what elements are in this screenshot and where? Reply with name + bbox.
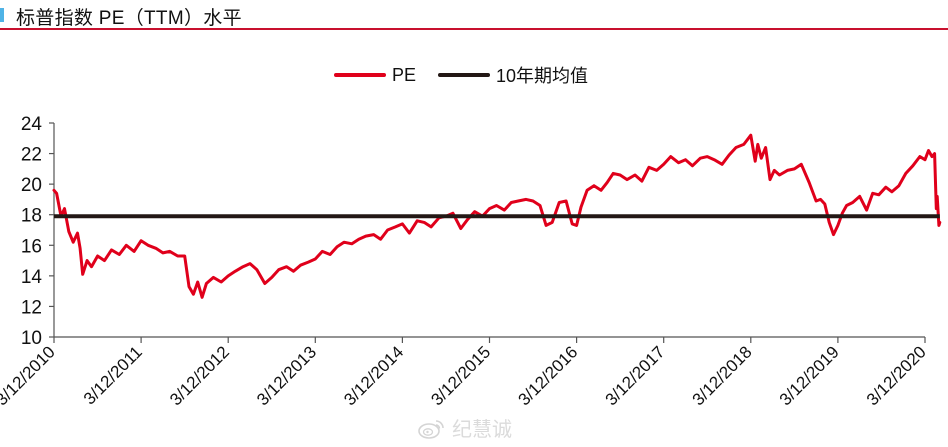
y-tick-label: 24 (21, 114, 43, 135)
series-layer (52, 133, 942, 299)
weibo-icon (418, 419, 444, 439)
y-tick-label: 18 (21, 206, 42, 227)
x-axis: 3/12/2010 3/12/2011 3/12/2012 3/12/2013 3/12… (0, 336, 930, 409)
x-tick-label: 3/12/2019 (776, 342, 843, 409)
title-bar: 标普指数 PE（TTM）水平 (0, 0, 948, 30)
title-marker (0, 8, 4, 22)
legend-item-pe: PE (334, 65, 416, 86)
pe-line (52, 133, 942, 299)
legend-swatch-10yr-avg (438, 73, 491, 77)
x-tick-label: 3/12/2016 (515, 342, 582, 409)
y-axis: 10 12 14 16 18 20 22 24 (21, 114, 55, 349)
legend: PE 10年期均值 (334, 62, 610, 88)
x-tick-label: 3/12/2017 (602, 342, 669, 409)
y-tick-label: 10 (21, 328, 42, 349)
x-tick-label: 3/12/2018 (689, 342, 756, 409)
legend-item-10yr-avg: 10年期均值 (438, 62, 588, 88)
x-tick-label: 3/12/2012 (166, 342, 233, 409)
x-tick-label: 3/12/2010 (0, 342, 59, 409)
x-tick-label: 3/12/2013 (253, 342, 320, 409)
watermark-text: 纪慧诚 (452, 419, 512, 441)
y-tick-label: 14 (21, 267, 43, 288)
title-rule (0, 28, 948, 30)
watermark: 纪慧诚 (418, 413, 512, 442)
y-tick-label: 20 (21, 175, 42, 196)
x-tick-label: 3/12/2014 (340, 342, 407, 409)
legend-label-10yr-avg: 10年期均值 (496, 66, 589, 86)
x-tick-label: 3/12/2020 (863, 342, 930, 409)
x-tick-label: 3/12/2011 (80, 342, 146, 408)
legend-swatch-pe (334, 73, 386, 77)
y-tick-label: 12 (21, 297, 42, 318)
chart-title: 标普指数 PE（TTM）水平 (16, 8, 242, 29)
legend-label-pe: PE (392, 64, 417, 85)
x-tick-label: 3/12/2015 (427, 342, 494, 409)
y-tick-label: 16 (21, 236, 42, 257)
y-tick-label: 22 (21, 145, 42, 166)
